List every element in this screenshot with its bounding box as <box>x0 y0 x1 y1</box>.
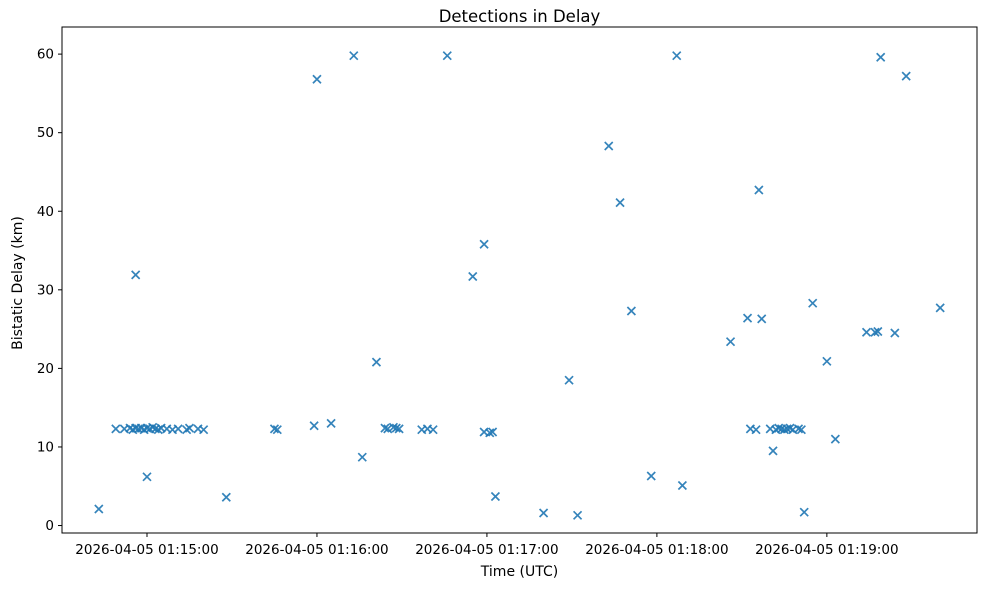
detection-marker <box>626 306 636 316</box>
detection-marker <box>309 421 319 431</box>
detection-marker <box>725 337 736 347</box>
detection-marker <box>793 424 804 434</box>
detection-marker <box>796 425 806 435</box>
detection-marker <box>822 356 832 366</box>
detection-marker <box>131 270 141 280</box>
detection-marker <box>272 425 282 435</box>
detection-marker <box>754 185 764 195</box>
detection-marker <box>490 491 501 502</box>
detection-marker <box>873 326 883 337</box>
detection-marker <box>269 424 280 434</box>
detection-marker <box>199 425 209 435</box>
detection-marker <box>830 434 840 444</box>
detection-marker <box>799 507 809 517</box>
detection-marker <box>742 313 753 323</box>
detection-marker <box>394 424 404 434</box>
detection-marker <box>564 375 574 385</box>
detection-marker <box>901 71 911 81</box>
y-tick-label: 50 <box>37 125 54 141</box>
detection-marker <box>774 423 784 433</box>
y-tick-label: 10 <box>37 439 54 455</box>
detection-marker <box>349 51 359 61</box>
detection-marker <box>485 428 495 438</box>
detection-marker <box>808 298 818 308</box>
detection-marker <box>646 471 656 481</box>
x-tick-label: 2026-04-05 01:17:00 <box>415 542 558 558</box>
chart-title: Detections in Delay <box>438 7 601 26</box>
detection-marker <box>479 239 489 249</box>
detection-marker <box>672 51 682 61</box>
detection-marker <box>380 423 390 433</box>
x-tick-label: 2026-04-05 01:19:00 <box>755 542 898 558</box>
detection-marker <box>428 425 438 435</box>
detection-marker <box>677 480 687 491</box>
x-tick-label: 2026-04-05 01:15:00 <box>75 542 218 558</box>
y-tick-label: 0 <box>45 518 54 534</box>
x-tick-label: 2026-04-05 01:16:00 <box>245 542 388 558</box>
detection-marker <box>184 423 195 433</box>
detection-marker <box>142 472 152 482</box>
detection-marker <box>870 327 880 337</box>
y-tick-label: 60 <box>37 47 54 63</box>
detection-marker <box>890 328 900 338</box>
axes-spines <box>61 26 978 534</box>
y-tick-label: 20 <box>37 361 54 377</box>
x-tick-label: 2026-04-05 01:18:00 <box>585 542 728 558</box>
detection-marker <box>487 427 498 437</box>
detection-marker <box>357 452 367 462</box>
detection-marker <box>861 327 872 337</box>
detection-marker <box>94 504 104 514</box>
detection-marker <box>383 424 393 434</box>
detection-marker <box>468 271 478 282</box>
detection-marker <box>442 51 452 61</box>
detection-marker <box>572 510 583 520</box>
detection-marker <box>751 425 761 435</box>
detection-marker <box>221 492 231 502</box>
detection-marker <box>173 424 183 434</box>
detection-marker <box>391 423 401 433</box>
detection-marker <box>935 303 945 313</box>
detection-marker <box>757 314 767 324</box>
detection-marker <box>876 52 886 62</box>
y-tick-label: 40 <box>37 204 54 220</box>
detection-marker <box>111 424 121 434</box>
detection-marker <box>615 198 625 208</box>
detection-marker <box>312 74 322 84</box>
detection-marker <box>371 357 382 367</box>
x-axis-label: Time (UTC) <box>480 564 559 580</box>
y-tick-label: 30 <box>37 282 54 298</box>
detection-marker <box>326 418 336 428</box>
detection-marker <box>388 422 399 432</box>
detection-marker <box>604 141 614 151</box>
detection-marker <box>538 508 549 518</box>
detection-marker <box>768 446 778 456</box>
detection-marker <box>779 425 789 435</box>
